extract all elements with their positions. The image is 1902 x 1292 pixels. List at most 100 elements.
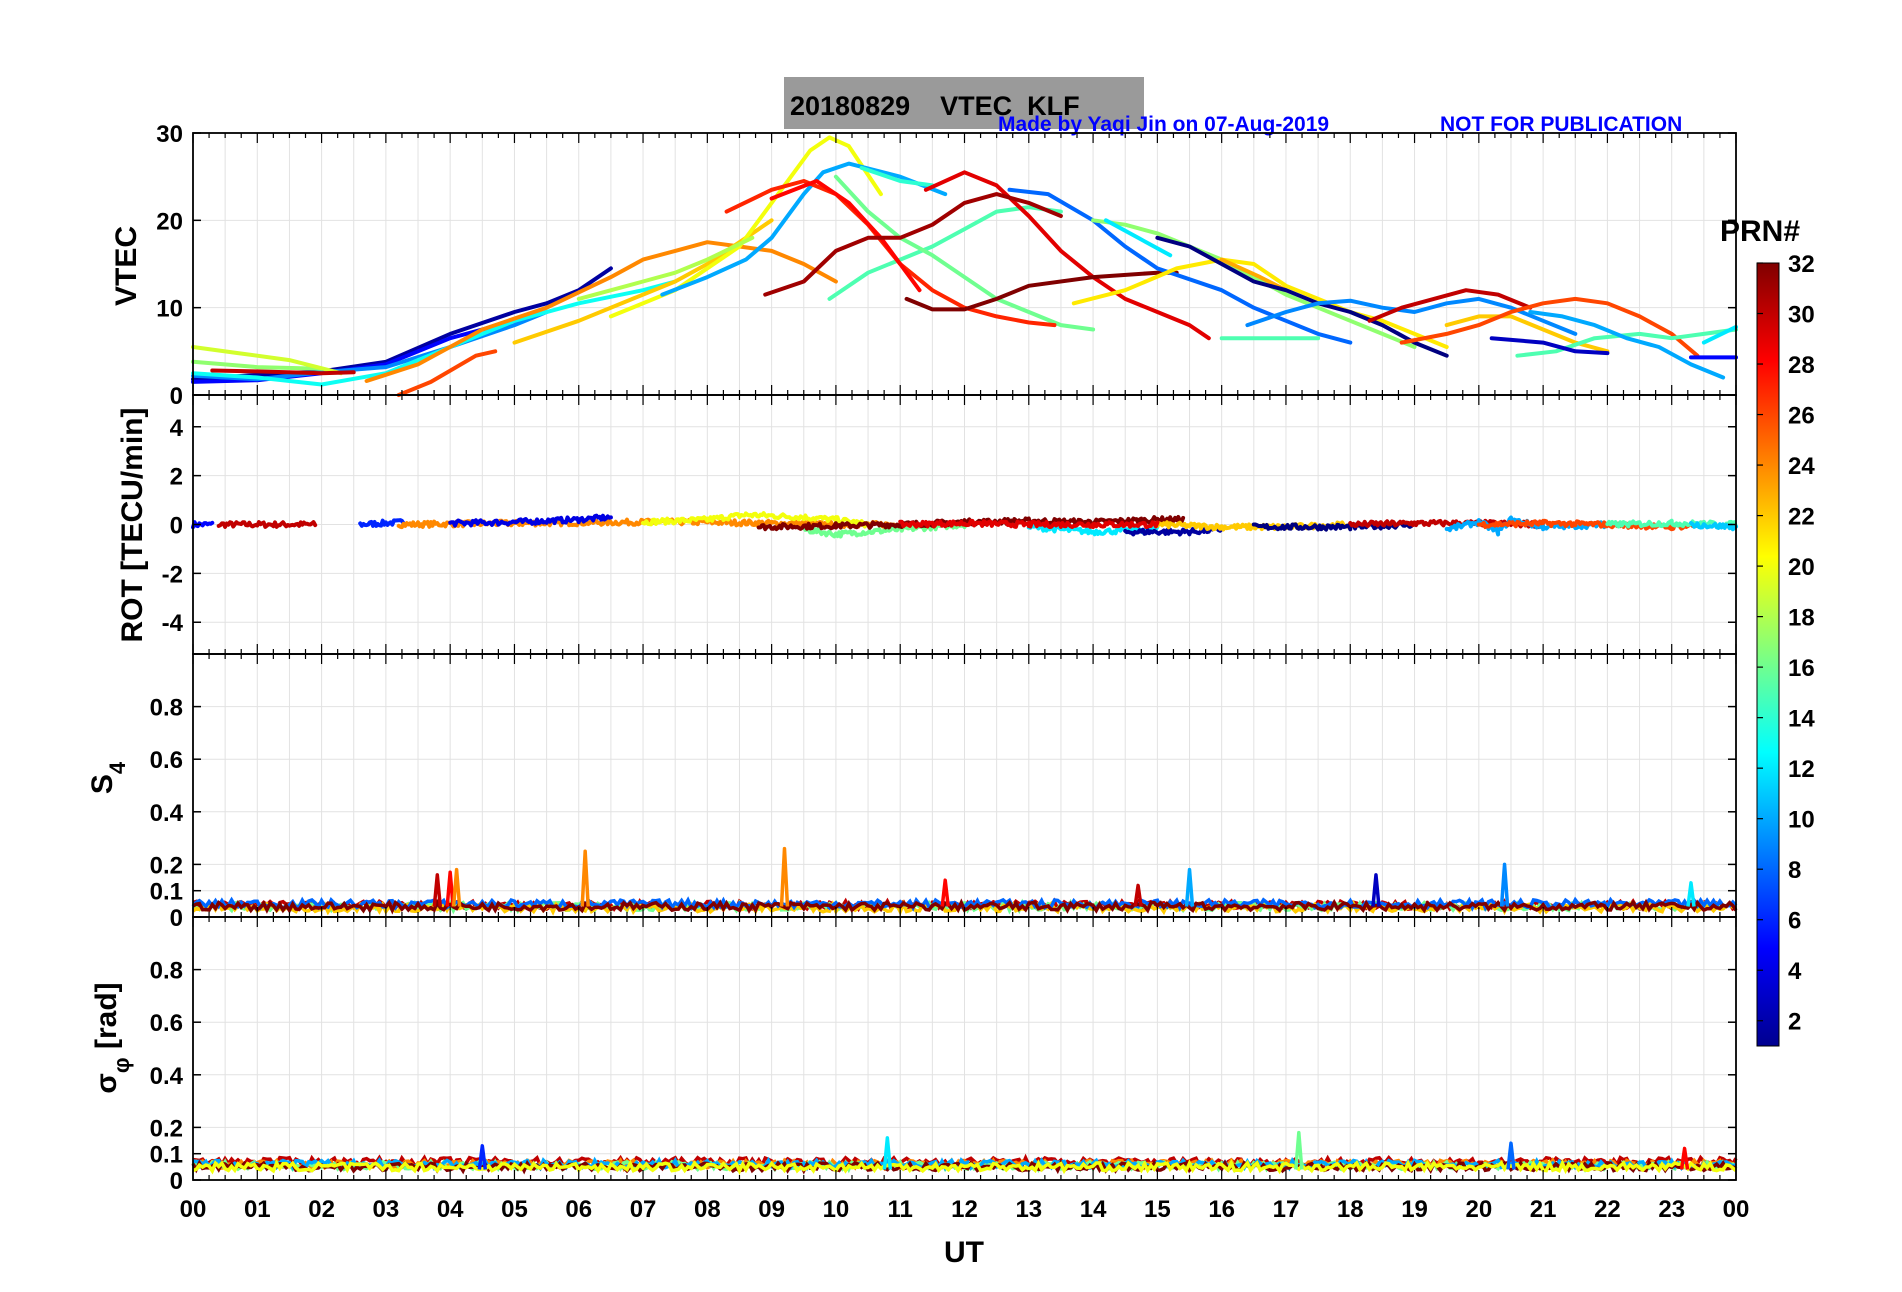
x-tick-label: 02 [308, 1196, 335, 1223]
colorbar-tick-label: 12 [1788, 756, 1815, 783]
title-box [784, 77, 1144, 129]
colorbar-tick-label: 24 [1788, 453, 1815, 480]
prn-trace [448, 513, 613, 528]
spike [477, 1144, 488, 1170]
xlabel-ut: UT [944, 1236, 984, 1269]
prn-trace [358, 518, 408, 528]
ylabel-vtec: VTEC [110, 226, 143, 306]
prn-trace [1245, 296, 1578, 336]
prn-trace [769, 179, 922, 293]
colorbar-tick-label: 6 [1788, 908, 1801, 935]
spike [1679, 1146, 1690, 1170]
prn-trace [1155, 235, 1449, 358]
x-tick-label: 04 [437, 1196, 464, 1223]
noise-trace [192, 1158, 1738, 1175]
prn-trace [641, 511, 871, 529]
x-tick-label: 06 [565, 1196, 592, 1223]
prn-trace [1528, 310, 1726, 380]
prn-trace [1689, 521, 1738, 532]
y-tick-label: 0.6 [150, 747, 183, 774]
prn-trace [1071, 257, 1449, 349]
spike [451, 867, 462, 907]
axis-layer: 0102030-4-202400.10.20.40.60.800.10.20.4… [150, 121, 1750, 1223]
spike [1506, 1141, 1516, 1170]
prn-trace [1251, 521, 1417, 532]
prn-trace [1399, 296, 1700, 358]
prn-trace [827, 205, 1063, 301]
spike [882, 1136, 893, 1170]
y-tick-label: 0.6 [150, 1010, 183, 1037]
spike [432, 873, 443, 907]
colorbar-tick-label: 28 [1788, 352, 1815, 379]
spike [1686, 881, 1696, 907]
y-tick-label: 0.4 [150, 1063, 184, 1090]
spike [1371, 873, 1381, 907]
y-tick-label: -2 [162, 561, 183, 588]
prn-trace [833, 174, 1096, 332]
colorbar-tick-label: 18 [1788, 605, 1815, 632]
ylabel-rot: ROT [TECU/min] [116, 408, 149, 643]
x-tick-label: 23 [1658, 1196, 1685, 1223]
x-tick-label: 14 [1080, 1196, 1107, 1223]
x-tick-label: 10 [823, 1196, 850, 1223]
y-tick-label: 0.1 [150, 1142, 183, 1169]
ylabel-s4: S4 [86, 761, 130, 794]
prn-trace [660, 161, 948, 297]
y-tick-label: 0 [170, 383, 183, 410]
prn-trace [1476, 518, 1706, 532]
colorbar-tick-label: 32 [1788, 251, 1815, 278]
prn-trace [364, 240, 838, 383]
x-tick-label: 01 [244, 1196, 271, 1223]
prn-trace [1007, 187, 1353, 345]
colorbar [1756, 262, 1780, 1047]
y-tick-label: 0 [170, 1168, 183, 1195]
prn-trace [608, 135, 883, 319]
colorbar-tick-label: 26 [1788, 403, 1815, 430]
x-tick-label: 19 [1401, 1196, 1428, 1223]
prn-trace [904, 270, 1179, 312]
colorbar-tick-label: 16 [1788, 655, 1815, 682]
ylabel-sigma-phi: σφ [rad] [90, 982, 134, 1093]
spike [1133, 883, 1143, 907]
y-tick-label: 0.2 [150, 1115, 183, 1142]
prn-trace [1367, 288, 1533, 323]
prn-trace [576, 235, 755, 301]
x-tick-label: 18 [1337, 1196, 1364, 1223]
x-tick-label: 20 [1465, 1196, 1492, 1223]
colorbar-tick-label: 20 [1788, 554, 1815, 581]
x-tick-label: 11 [888, 1196, 913, 1223]
colorbar-tick-label: 4 [1788, 958, 1802, 985]
colorbar-tick-label: 10 [1788, 807, 1815, 834]
credit-left: Made by Yaqi Jin on 07-Aug-2019 [998, 113, 1329, 136]
prn-trace [1489, 336, 1610, 356]
x-tick-label: 22 [1594, 1196, 1621, 1223]
colorbar-tick-label: 2 [1788, 1009, 1801, 1036]
data-layer [191, 135, 1738, 1175]
x-tick-label: 13 [1015, 1196, 1042, 1223]
x-tick-label: 00 [180, 1196, 207, 1223]
colorbar-tick-label: 22 [1788, 504, 1815, 531]
spike [580, 849, 590, 907]
y-tick-label: 4 [170, 415, 184, 442]
y-tick-label: 0.1 [150, 879, 183, 906]
x-tick-label: 12 [951, 1196, 978, 1223]
prn-trace [210, 368, 356, 376]
x-tick-label: 07 [630, 1196, 657, 1223]
prn-trace [923, 170, 1211, 341]
y-tick-label: 0.2 [150, 852, 183, 879]
spike [1294, 1130, 1304, 1170]
prn-trace [859, 165, 935, 188]
prn-trace [396, 349, 498, 397]
x-tick-label: 03 [373, 1196, 400, 1223]
y-tick-label: 0 [170, 513, 183, 540]
x-tick-label: 17 [1273, 1196, 1300, 1223]
prn-trace [1701, 324, 1738, 345]
spike [1499, 862, 1510, 907]
y-tick-label: 2 [170, 464, 183, 491]
y-tick-label: -4 [162, 610, 184, 637]
y-tick-label: 0.8 [150, 958, 183, 985]
credit-right: NOT FOR PUBLICATION [1440, 113, 1682, 136]
y-tick-label: 0 [170, 905, 183, 932]
y-tick-label: 20 [156, 208, 183, 235]
